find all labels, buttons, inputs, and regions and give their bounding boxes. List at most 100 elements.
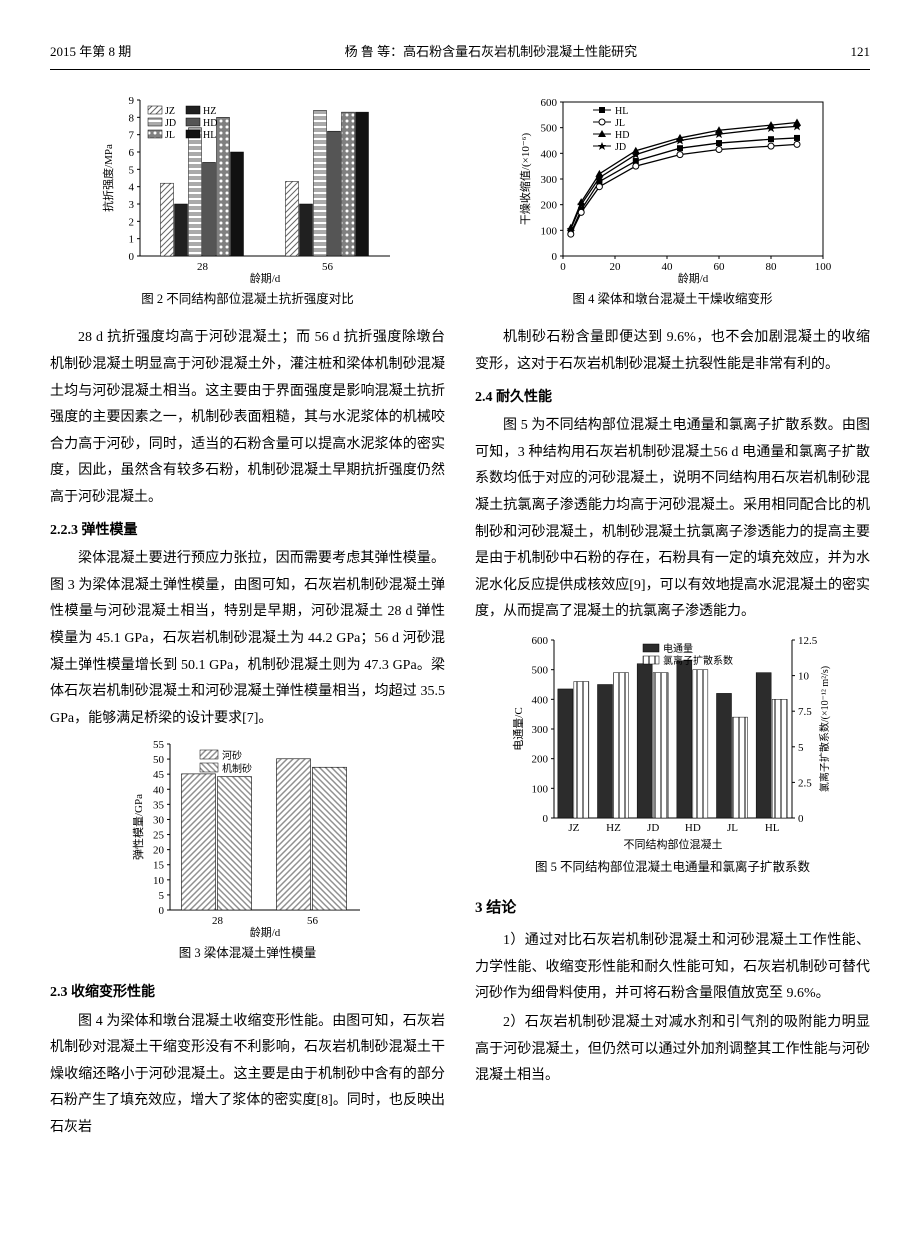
svg-text:JD: JD <box>165 118 176 129</box>
svg-text:55: 55 <box>153 739 165 751</box>
svg-text:JD: JD <box>647 822 659 834</box>
para-left-1: 28 d 抗折强度均高于河砂混凝土；而 56 d 抗折强度除墩台机制砂混凝土明显… <box>50 325 445 511</box>
svg-text:0: 0 <box>128 251 134 263</box>
fig2-caption: 图 2 不同结构部位混凝土抗折强度对比 <box>141 288 354 312</box>
svg-text:200: 200 <box>531 754 548 766</box>
svg-text:30: 30 <box>153 815 165 827</box>
heading-223: 2.2.3 弹性模量 <box>50 518 445 545</box>
svg-text:12.5: 12.5 <box>798 635 818 647</box>
para-right-2: 图 5 为不同结构部位混凝土电通量和氯离子扩散系数。由图可知，3 种结构用石灰岩… <box>475 413 870 626</box>
para-right-4: 2）石灰岩机制砂混凝土对减水剂和引气剂的吸附能力明显高于河砂混凝土，但仍然可以通… <box>475 1010 870 1090</box>
svg-text:500: 500 <box>540 122 557 134</box>
svg-text:45: 45 <box>153 770 165 782</box>
para-left-3: 图 4 为梁体和墩台混凝土收缩变形性能。由图可知，石灰岩机制砂对混凝土干缩变形没… <box>50 1009 445 1142</box>
svg-text:28: 28 <box>212 915 224 927</box>
fig3-chart: 0 5 10 15 20 25 30 35 40 45 50 55 弹性模量/GPa 28 56 龄期/d 河砂… <box>50 738 445 966</box>
svg-text:JZ: JZ <box>165 106 175 117</box>
svg-text:2: 2 <box>128 216 134 228</box>
svg-text:龄期/d: 龄期/d <box>249 925 280 938</box>
svg-text:3: 3 <box>128 199 134 211</box>
svg-text:机制砂: 机制砂 <box>222 762 252 775</box>
svg-text:400: 400 <box>540 148 557 160</box>
svg-text:56: 56 <box>322 261 334 273</box>
svg-text:40: 40 <box>661 261 673 273</box>
svg-text:河砂: 河砂 <box>222 749 242 762</box>
svg-text:6: 6 <box>128 147 134 159</box>
svg-text:5: 5 <box>798 742 804 754</box>
svg-text:2.5: 2.5 <box>798 777 812 789</box>
svg-text:HL: HL <box>764 822 779 834</box>
fig4-caption: 图 4 梁体和墩台混凝土干燥收缩变形 <box>572 288 772 312</box>
svg-text:4: 4 <box>128 181 134 193</box>
svg-text:200: 200 <box>540 199 557 211</box>
svg-text:28: 28 <box>197 261 209 273</box>
para-left-2: 梁体混凝土要进行预应力张拉，因而需要考虑其弹性模量。图 3 为梁体混凝土弹性模量… <box>50 546 445 732</box>
svg-text:100: 100 <box>540 225 557 237</box>
svg-text:15: 15 <box>153 860 165 872</box>
fig5-caption: 图 5 不同结构部位混凝土电通量和氯离子扩散系数 <box>535 856 810 880</box>
svg-text:20: 20 <box>153 845 165 857</box>
svg-text:HL: HL <box>203 130 216 141</box>
svg-text:25: 25 <box>153 830 165 842</box>
svg-text:1: 1 <box>128 233 134 245</box>
svg-text:600: 600 <box>531 635 548 647</box>
svg-text:80: 80 <box>765 261 777 273</box>
svg-text:8: 8 <box>128 112 134 124</box>
svg-text:HZ: HZ <box>606 822 621 834</box>
svg-text:5: 5 <box>158 890 164 902</box>
para-right-3: 1）通过对比石灰岩机制砂混凝土和河砂混凝土工作性能、力学性能、收缩变形性能和耐久… <box>475 928 870 1008</box>
svg-text:HD: HD <box>203 118 217 129</box>
header-right: 121 <box>851 40 871 65</box>
svg-text:56: 56 <box>307 915 319 927</box>
svg-text:0: 0 <box>158 905 164 917</box>
svg-text:氯离子扩散系数/(×10⁻¹² m²/s): 氯离子扩散系数/(×10⁻¹² m²/s) <box>818 666 831 792</box>
svg-text:50: 50 <box>153 754 165 766</box>
svg-text:300: 300 <box>540 174 557 186</box>
page-header: 2015 年第 8 期 杨 鲁 等：高石粉含量石灰岩机制砂混凝土性能研究 121 <box>50 40 870 70</box>
fig3-caption: 图 3 梁体混凝土弹性模量 <box>179 942 317 966</box>
svg-text:20: 20 <box>609 261 621 273</box>
svg-text:氯离子扩散系数: 氯离子扩散系数 <box>663 654 733 667</box>
svg-text:弹性模量/GPa: 弹性模量/GPa <box>131 794 145 860</box>
svg-text:JL: JL <box>615 118 625 129</box>
svg-text:JL: JL <box>727 822 738 834</box>
svg-text:0: 0 <box>798 813 804 825</box>
svg-text:HZ: HZ <box>203 106 216 117</box>
fig4-chart: 0 100 200 300 400 500 600 0 20 40 60 80 100 干燥收缩值/(×1… <box>475 94 870 312</box>
svg-text:0: 0 <box>560 261 566 273</box>
svg-text:不同结构部位混凝土: 不同结构部位混凝土 <box>623 837 722 851</box>
heading-3: 3 结论 <box>475 894 870 923</box>
svg-text:7.5: 7.5 <box>798 706 812 718</box>
heading-24: 2.4 耐久性能 <box>475 385 870 412</box>
para-right-1: 机制砂石粉含量即便达到 9.6%，也不会加剧混凝土的收缩变形，这对于石灰岩机制砂… <box>475 325 870 378</box>
svg-text:0: 0 <box>551 251 557 263</box>
svg-text:JL: JL <box>165 130 175 141</box>
svg-text:龄期/d: 龄期/d <box>249 271 280 284</box>
svg-text:龄期/d: 龄期/d <box>677 271 708 284</box>
svg-text:HL: HL <box>615 106 628 117</box>
left-column: 0123456789抗折强度/MPa2856龄期/dJZHZJDHDJLHL图 … <box>50 88 445 1144</box>
svg-text:HD: HD <box>684 822 700 834</box>
header-left: 2015 年第 8 期 <box>50 40 131 65</box>
svg-text:0: 0 <box>542 813 548 825</box>
fig5-chart: 010020030040050060002.557.51012.5电通量/C氯离… <box>475 632 870 880</box>
svg-text:9: 9 <box>128 95 134 107</box>
svg-text:40: 40 <box>153 785 165 797</box>
heading-23: 2.3 收缩变形性能 <box>50 980 445 1007</box>
svg-text:JD: JD <box>615 142 626 153</box>
svg-text:500: 500 <box>531 665 548 677</box>
svg-text:7: 7 <box>128 129 134 141</box>
svg-text:60: 60 <box>713 261 725 273</box>
svg-text:600: 600 <box>540 97 557 109</box>
svg-text:10: 10 <box>798 671 810 683</box>
svg-text:JZ: JZ <box>568 822 579 834</box>
right-column: 0100200300400500600020406080100干燥收缩值/(×1… <box>475 88 870 1144</box>
svg-text:35: 35 <box>153 800 165 812</box>
svg-text:干燥收缩值/(×10⁻⁶): 干燥收缩值/(×10⁻⁶) <box>518 132 532 225</box>
svg-text:抗折强度/MPa: 抗折强度/MPa <box>101 144 115 212</box>
svg-text:300: 300 <box>531 724 548 736</box>
svg-text:100: 100 <box>814 261 831 273</box>
svg-text:400: 400 <box>531 694 548 706</box>
svg-text:5: 5 <box>128 164 134 176</box>
svg-text:10: 10 <box>153 875 165 887</box>
